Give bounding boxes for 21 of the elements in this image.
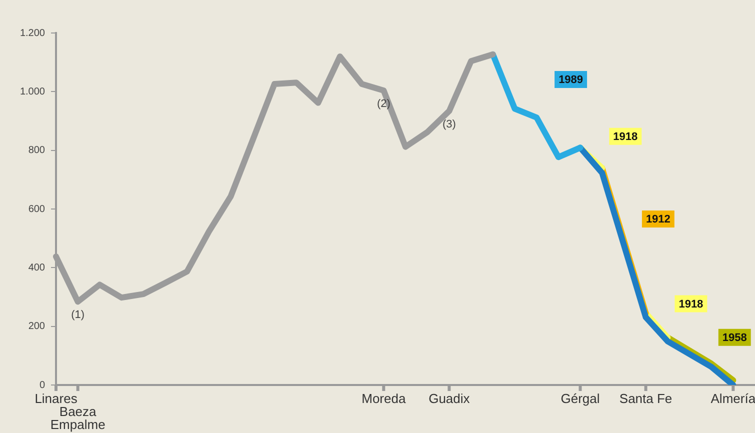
y-tick-label: 600 [28, 204, 46, 215]
x-tick-label: Gérgal [560, 391, 600, 406]
annotation: (3) [442, 118, 456, 131]
y-tick-label: 200 [28, 321, 46, 332]
text: 1918 [613, 130, 638, 143]
text: 1918 [678, 298, 704, 310]
annotation: (1) [71, 309, 85, 322]
y-tick-label: 0 [39, 380, 46, 391]
x-tick-label: Linares [34, 391, 78, 406]
x-tick-label: Baeza Empalme [50, 404, 106, 432]
text: 1958 [722, 332, 747, 344]
x-tick-label: Moreda [362, 391, 406, 406]
y-tick-label: 800 [28, 145, 46, 156]
y-tick-label: 400 [28, 262, 46, 274]
text: 1912 [646, 214, 670, 226]
text: 1989 [558, 74, 584, 86]
x-tick-label: Santa Fe [619, 391, 672, 406]
y-tick-label: 1.000 [20, 86, 46, 98]
x-tick-label: Guadix [428, 391, 470, 406]
y-tick-label: 1.200 [20, 28, 46, 39]
annotation: (2) [376, 98, 390, 110]
